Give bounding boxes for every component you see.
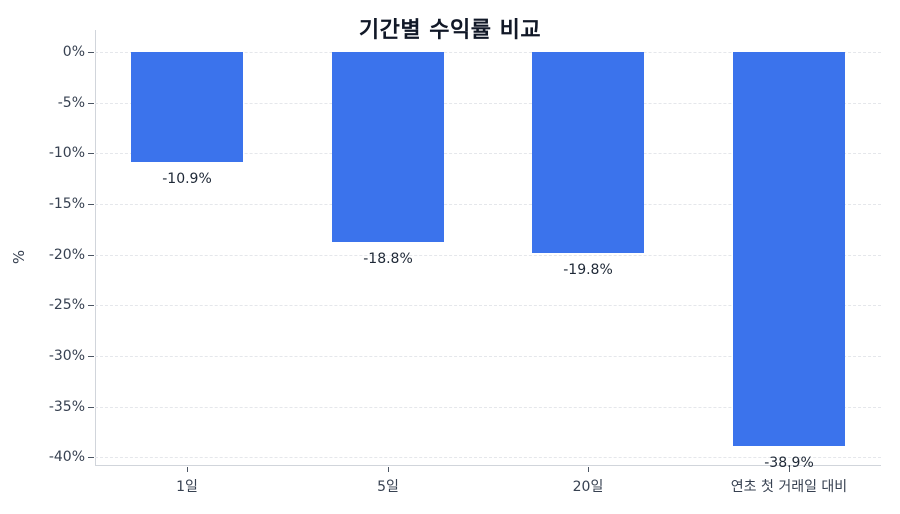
gridline xyxy=(95,457,881,459)
bar-4[interactable] xyxy=(733,52,845,447)
chart-title: 기간별 수익률 비교 xyxy=(358,18,542,43)
y-tick xyxy=(88,153,94,155)
gridline xyxy=(95,52,881,53)
y-tick-label: -40% xyxy=(48,449,85,466)
bar-value-label: -18.8% xyxy=(363,251,413,268)
y-tick-label: -35% xyxy=(48,398,85,415)
x-tick-label: 연초 첫 거래일 대비 xyxy=(730,479,848,495)
x-tick xyxy=(588,467,589,472)
gridline xyxy=(95,254,881,256)
bar-value-label: -10.9% xyxy=(162,171,212,188)
x-tick xyxy=(789,467,790,472)
y-tick-label: -25% xyxy=(48,297,85,314)
x-tick-label: 20일 xyxy=(572,479,604,495)
y-tick-label: 0% xyxy=(62,44,85,60)
gridline xyxy=(95,305,881,307)
bar-value-label: -38.9% xyxy=(764,455,814,472)
y-tick-label: -10% xyxy=(48,145,85,162)
y-tick-label: -15% xyxy=(48,195,85,212)
bar-1[interactable] xyxy=(131,52,243,163)
x-tick xyxy=(388,467,389,472)
gridline xyxy=(95,102,881,104)
bar-2[interactable] xyxy=(332,52,444,243)
gridline xyxy=(95,203,881,205)
gridline xyxy=(95,406,881,408)
y-tick-label: -30% xyxy=(48,347,85,364)
y-tick-label: -20% xyxy=(48,246,85,263)
gridline xyxy=(95,355,881,357)
x-tick xyxy=(187,467,188,472)
y-tick xyxy=(88,457,94,459)
y-tick xyxy=(88,102,94,104)
y-tick-label: -5% xyxy=(57,94,85,111)
plot-area: 0% -5% -10% -15% -20% -25% -30% -35% -40% -10.9% 1… xyxy=(49,30,881,495)
y-tick xyxy=(88,203,94,205)
gridline xyxy=(95,153,881,155)
x-tick-label: 1일 xyxy=(176,479,198,495)
x-tick-label: 5일 xyxy=(377,479,399,495)
y-axis-line xyxy=(95,30,96,466)
x-axis-line xyxy=(95,465,881,466)
y-tick xyxy=(88,305,94,307)
y-tick xyxy=(88,52,94,53)
y-tick xyxy=(88,355,94,357)
y-tick xyxy=(88,254,94,256)
y-tick xyxy=(88,406,94,408)
bar-value-label: -19.8% xyxy=(563,261,613,278)
bar-3[interactable] xyxy=(532,52,644,253)
